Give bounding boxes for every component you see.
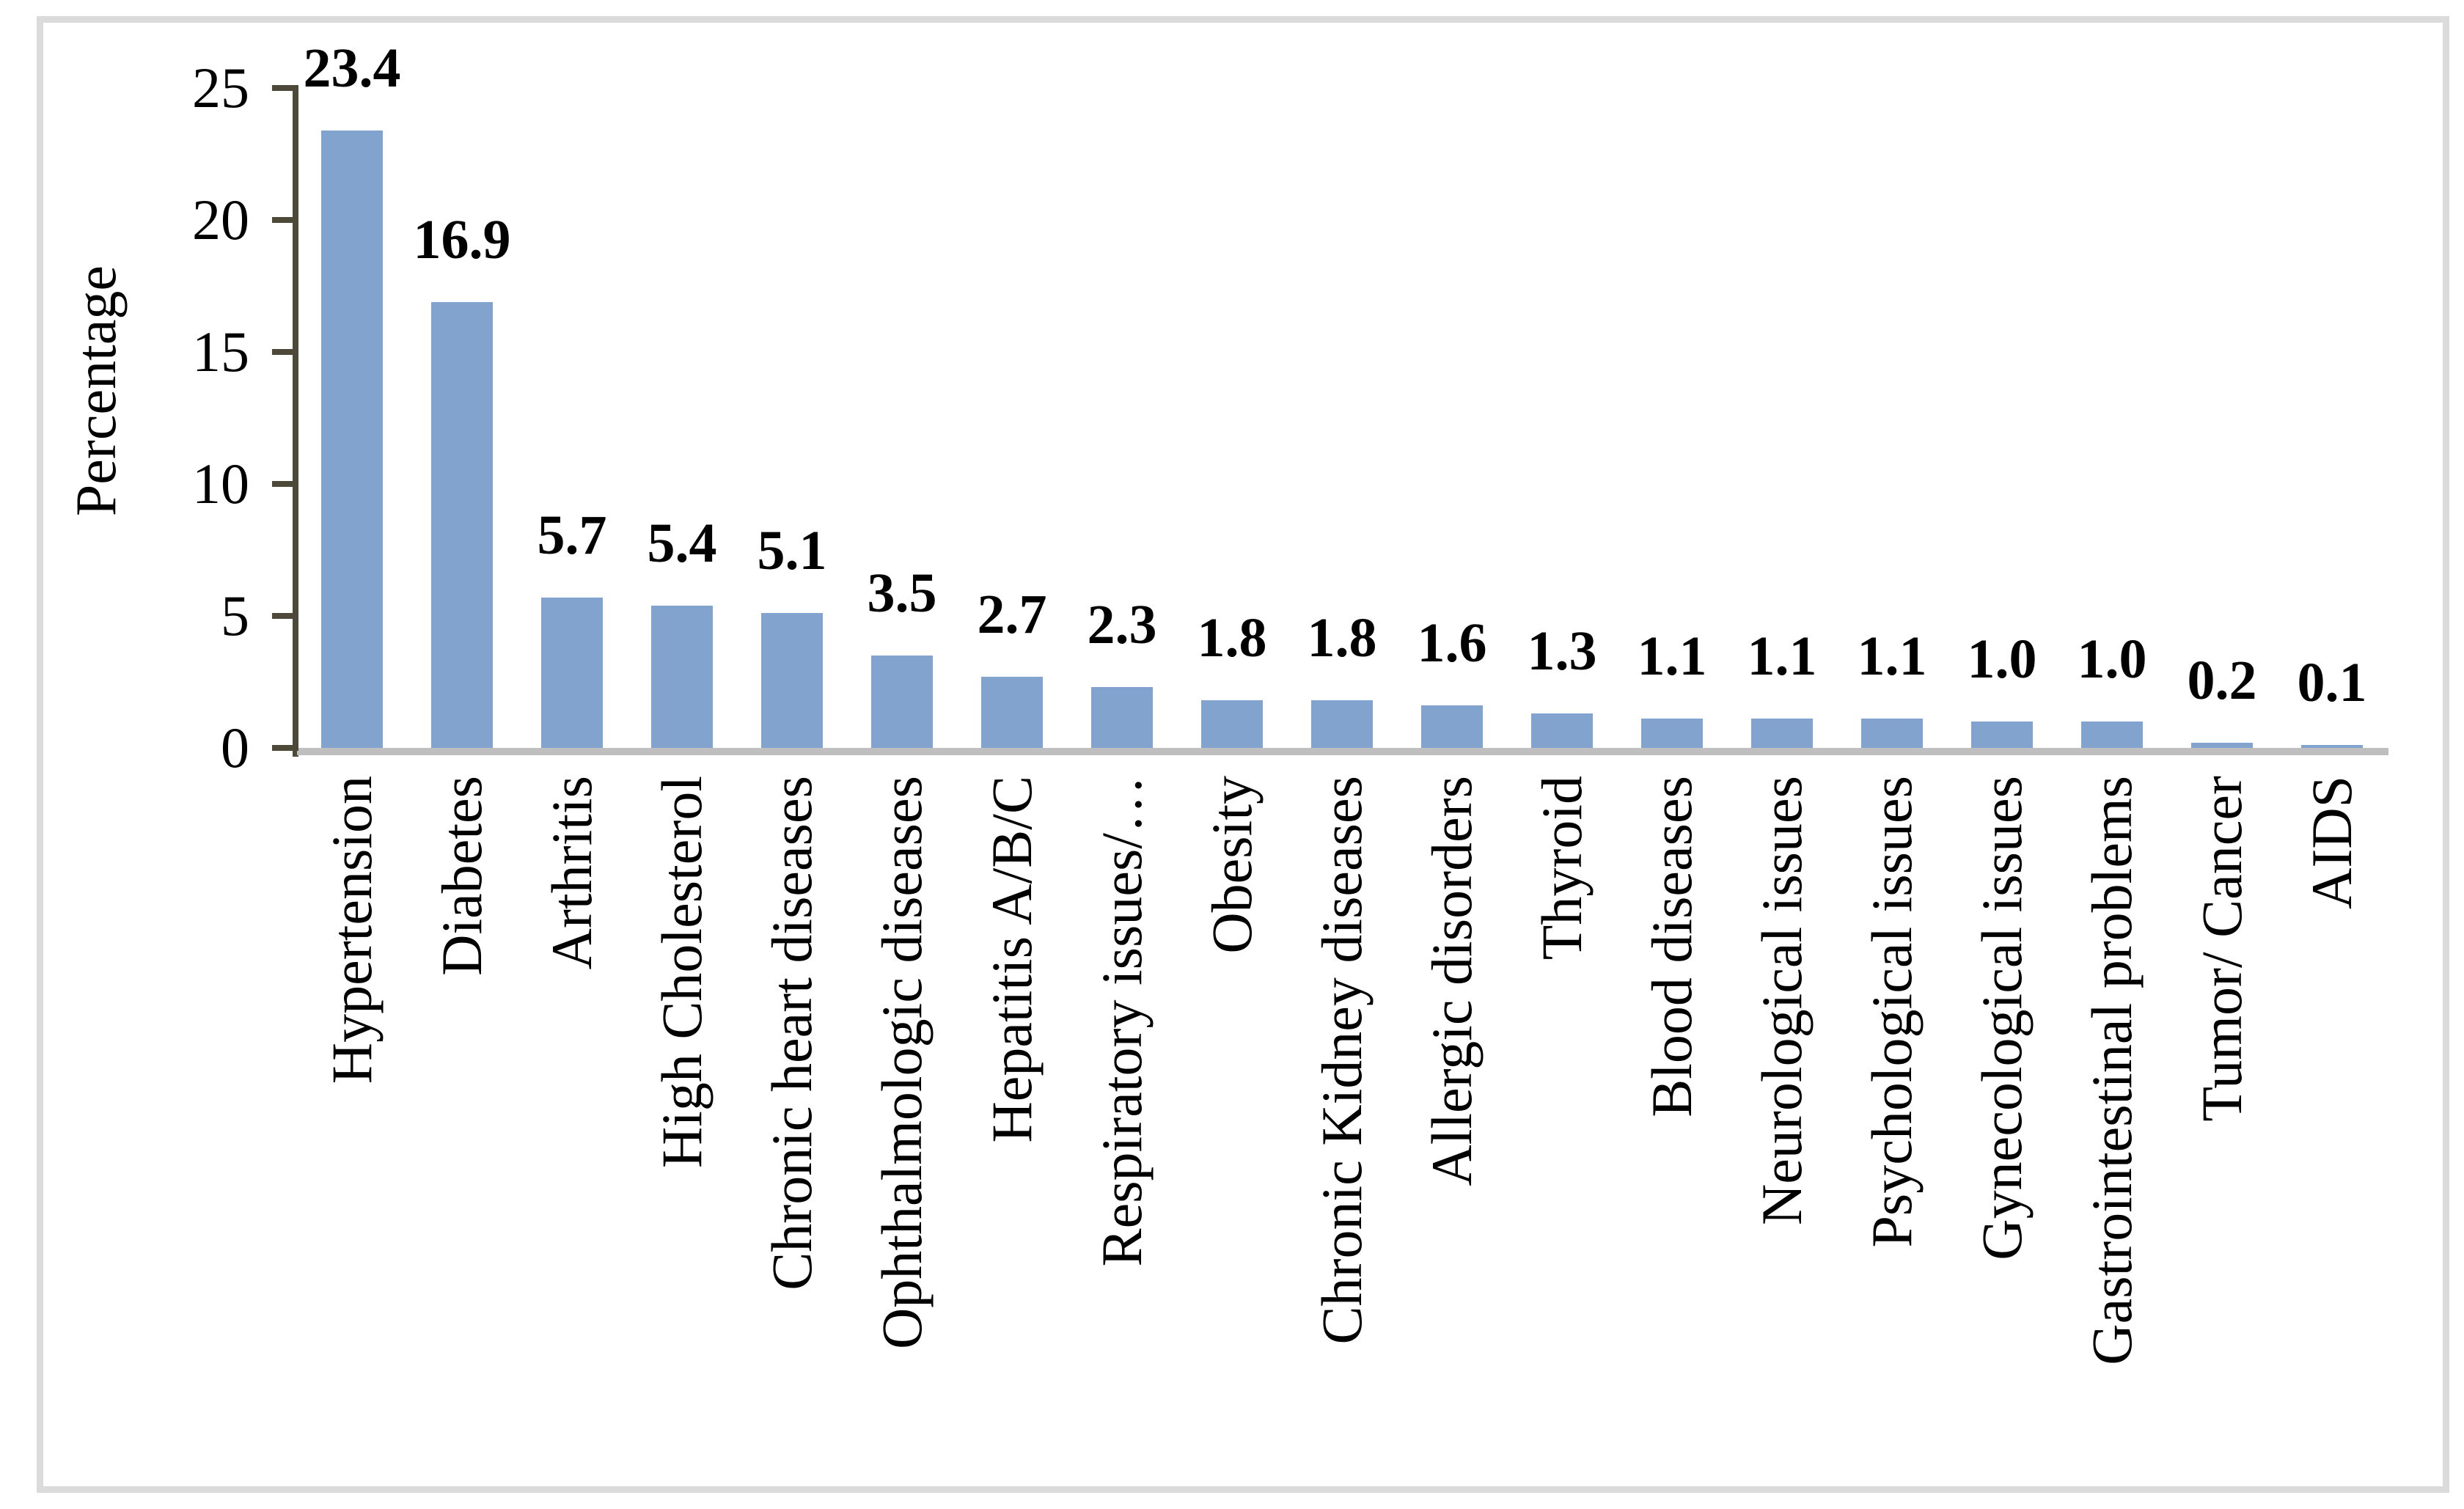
- bar: [1311, 700, 1373, 748]
- bar-value-label: 3.5: [867, 562, 937, 624]
- y-tick-label: 25: [192, 56, 249, 120]
- bar: [871, 656, 933, 748]
- category-label: Chronic heart diseases: [760, 776, 824, 1290]
- bar-value-label: 1.0: [1967, 628, 2037, 690]
- category-label: Chronic Kidney diseases: [1310, 776, 1374, 1345]
- category-label: Blood diseases: [1640, 776, 1704, 1117]
- category-label: High Cholesterol: [650, 776, 714, 1169]
- bar: [651, 606, 713, 748]
- bar-value-label: 1.8: [1307, 607, 1377, 669]
- category-label: Hepatitis A/B/C: [980, 776, 1044, 1143]
- bar: [431, 302, 493, 748]
- category-label: AIDS: [2300, 776, 2364, 910]
- bar-value-label: 1.6: [1417, 612, 1487, 674]
- category-label: Gynecological issues: [1970, 776, 2034, 1260]
- x-axis-line: [297, 748, 2388, 755]
- y-tick-mark: [272, 349, 298, 355]
- bar-value-label: 1.3: [1527, 620, 1597, 682]
- bar-value-label: 23.4: [303, 37, 401, 99]
- bar: [2081, 722, 2143, 748]
- bar-value-label: 16.9: [413, 209, 511, 271]
- category-label: Hypertension: [320, 776, 384, 1084]
- bar-value-label: 1.1: [1857, 625, 1927, 687]
- bar: [761, 613, 823, 748]
- bar-value-label: 2.7: [977, 584, 1047, 645]
- category-label: Thyroid: [1530, 776, 1594, 961]
- bar-value-label: 1.0: [2077, 628, 2147, 690]
- y-tick-mark: [272, 85, 298, 91]
- bar-value-label: 2.3: [1087, 594, 1157, 656]
- bar: [1531, 713, 1593, 748]
- bar-value-label: 0.1: [2297, 652, 2367, 713]
- category-label: Obesity: [1200, 776, 1264, 954]
- category-label: Arthritis: [540, 776, 604, 970]
- figure-border: [37, 16, 2449, 1493]
- bar: [2191, 743, 2253, 748]
- category-label: Diabetes: [430, 776, 494, 976]
- y-tick-mark: [272, 613, 298, 619]
- bar: [1421, 705, 1483, 748]
- bar-value-label: 5.4: [647, 513, 717, 574]
- bar: [1091, 687, 1153, 748]
- bar-value-label: 1.1: [1637, 625, 1707, 687]
- bar-value-label: 5.1: [757, 520, 827, 581]
- y-tick-label: 15: [192, 320, 249, 383]
- bar: [1751, 719, 1813, 748]
- bar: [541, 598, 603, 748]
- bar: [1641, 719, 1703, 748]
- bar: [1861, 719, 1923, 748]
- category-label: Ophthalmologic diseases: [870, 776, 934, 1350]
- y-tick-mark: [272, 217, 298, 223]
- y-tick-label: 10: [192, 452, 249, 515]
- category-label: Neurological issues: [1750, 776, 1814, 1226]
- bar-value-label: 5.7: [537, 504, 607, 566]
- y-tick-mark: [272, 481, 298, 487]
- category-label: Psychological issues: [1860, 776, 1924, 1248]
- category-label: Gastrointestinal problems: [2080, 776, 2144, 1365]
- bar: [321, 131, 383, 748]
- y-tick-label: 0: [221, 716, 249, 779]
- bar-value-label: 1.1: [1747, 625, 1817, 687]
- y-tick-label: 20: [192, 188, 249, 252]
- y-axis-line: [293, 87, 298, 757]
- category-label: Respiratory issues/…: [1090, 776, 1154, 1267]
- category-label: Tumor/ Cancer: [2190, 776, 2254, 1122]
- bar: [2301, 745, 2363, 748]
- bar: [1201, 700, 1263, 748]
- bar: [1971, 722, 2033, 748]
- bar-value-label: 1.8: [1197, 607, 1267, 669]
- bar: [981, 677, 1043, 748]
- category-label: Allergic disorders: [1420, 776, 1484, 1186]
- y-tick-label: 5: [221, 584, 249, 647]
- bar-value-label: 0.2: [2187, 650, 2257, 711]
- y-tick-mark: [272, 745, 298, 751]
